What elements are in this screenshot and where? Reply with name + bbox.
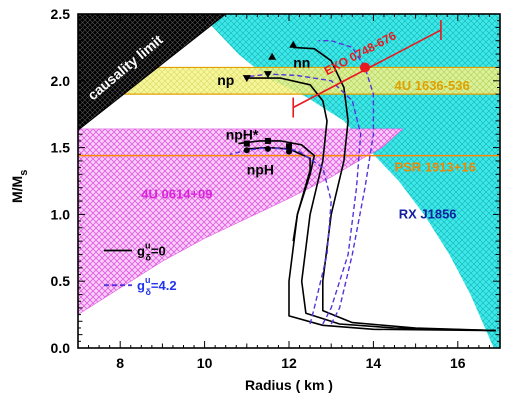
y-tick-label-0.5: 0.5 — [51, 273, 71, 289]
x-tick-label-14: 14 — [366, 355, 382, 371]
series-npH-dashed — [229, 146, 332, 325]
x-tick-label-12: 12 — [281, 355, 297, 371]
legend-label-g: g — [137, 243, 145, 258]
legend-label-1: gu δ=4.2 — [137, 275, 177, 297]
y-axis-title: M/Ms — [9, 170, 30, 203]
exo-point — [359, 62, 370, 73]
legend-label-post: =0 — [151, 243, 166, 258]
marker-triangle-down-0 — [242, 75, 251, 83]
causality-region — [78, 14, 227, 131]
y-tick-label-2.5: 2.5 — [51, 6, 71, 22]
series-npH* — [238, 140, 316, 242]
x-tick-label-10: 10 — [197, 355, 213, 371]
legend-label-sub: δ — [145, 287, 151, 297]
curve-label-np: np — [217, 72, 234, 88]
x-tick-label-16: 16 — [450, 355, 466, 371]
x-axis-title: Radius ( km ) — [245, 377, 333, 393]
constraint-regions — [78, 14, 500, 348]
psr-label: PSR 1913+16 — [395, 160, 476, 175]
y-axis-title-main: M/M — [9, 176, 25, 203]
curve-label-nph: npH — [247, 161, 274, 177]
rxj-label: RX J1856 — [399, 206, 457, 221]
marker-triangle-up-1 — [289, 40, 298, 48]
legend-label-0: gu δ=0 — [137, 240, 166, 262]
band-4u0614-region — [78, 128, 404, 315]
axes: 8 10 12 14 16 0.0 0.5 1.0 1.5 2.0 2.5 Radius ( km )… — [9, 6, 501, 393]
legend-label-sub: δ — [145, 252, 151, 262]
y-tick-label-1.5: 1.5 — [51, 140, 71, 156]
series-layer — [229, 40, 496, 332]
legend-label-sup: u — [145, 275, 151, 285]
y-tick-label-1.0: 1.0 — [51, 206, 71, 222]
y-tick-label-0.0: 0.0 — [51, 340, 71, 356]
rx-j1856-region — [200, 14, 500, 348]
legend-label-post: =4.2 — [151, 278, 177, 293]
y-tick-label-2.0: 2.0 — [51, 73, 71, 89]
legend: gu δ=0gu δ=4.2 — [104, 240, 177, 297]
marker-square-2 — [286, 143, 292, 150]
series-nn-dashed — [318, 40, 375, 325]
curve-label-nn: nn — [293, 54, 310, 70]
marker-square-1 — [264, 137, 271, 144]
band-4u0614-label: 4U 0614+09 — [141, 186, 212, 201]
legend-label-sup: u — [145, 240, 151, 250]
markers-layer — [242, 20, 442, 155]
marker-triangle-down-1 — [263, 71, 272, 79]
legend-label-g: g — [137, 278, 145, 293]
series-np-dashed — [246, 73, 362, 325]
marker-square-0 — [243, 140, 250, 147]
series-nn — [293, 46, 496, 332]
marker-circle-2 — [286, 148, 292, 155]
marker-triangle-up-0 — [268, 52, 277, 60]
marker-circle-1 — [264, 145, 271, 152]
y-axis-title-sub: s — [18, 170, 30, 176]
x-tick-label-8: 8 — [116, 355, 124, 371]
series-np — [246, 77, 496, 332]
band-4u1636-label: 4U 1636-536 — [395, 78, 470, 93]
marker-circle-0 — [243, 147, 250, 154]
curve-label-nphstar: npH* — [226, 127, 259, 143]
